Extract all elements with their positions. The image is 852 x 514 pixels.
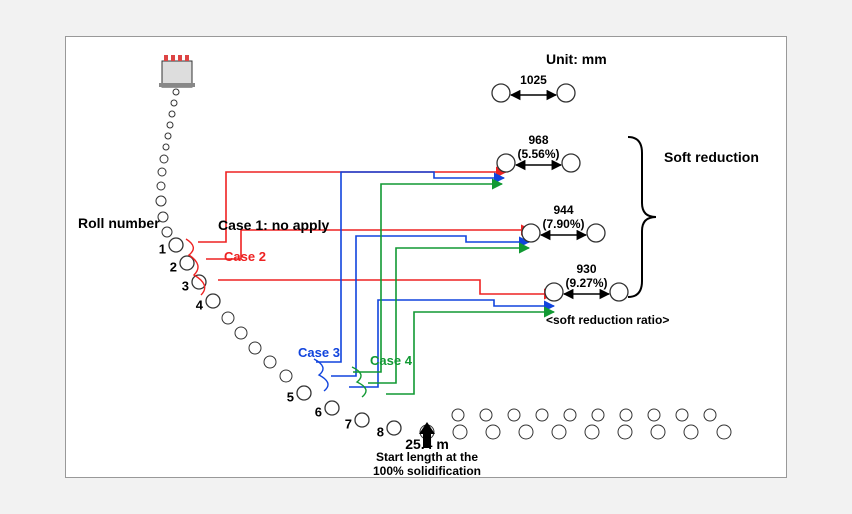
gap-roll-pairs xyxy=(492,84,628,301)
gap-value-gap3: 944 xyxy=(553,203,573,217)
gap-value-gap2: 968 xyxy=(528,133,548,147)
soft-reduction-ratio-label: <soft reduction ratio> xyxy=(546,313,669,327)
gap-value-gap1: 1025 xyxy=(520,73,547,87)
gap-ratio-gap2: (5.56%) xyxy=(517,147,559,161)
roll-number-4: 4 xyxy=(196,298,203,313)
roll-number-5: 5 xyxy=(287,390,294,405)
gap-value-gap4: 930 xyxy=(576,262,596,276)
roll-number-label: Roll number xyxy=(78,215,160,231)
roll-number-2: 2 xyxy=(170,260,177,275)
case3-label: Case 3 xyxy=(298,345,340,360)
case-brackets xyxy=(186,239,366,397)
roll-number-1: 1 xyxy=(159,242,166,257)
numbered-rolls xyxy=(169,238,401,435)
case1-label: Case 1: no apply xyxy=(218,217,329,233)
diagram-canvas xyxy=(66,37,786,477)
roll-number-8: 8 xyxy=(377,425,384,440)
roll-number-3: 3 xyxy=(182,279,189,294)
roll-number-7: 7 xyxy=(345,417,352,432)
case2-arrows xyxy=(198,172,554,294)
case2-label: Case 2 xyxy=(224,249,266,264)
roll-number-6: 6 xyxy=(315,405,322,420)
lower-strand-rolls xyxy=(222,312,731,439)
soft-reduction-label: Soft reduction xyxy=(664,149,759,165)
soft-reduction-brace xyxy=(628,137,656,297)
unit-label: Unit: mm xyxy=(546,51,607,67)
gap-ratio-gap3: (7.90%) xyxy=(542,217,584,231)
mold-icon xyxy=(159,55,195,87)
solidification-caption: Start length at the 100% solidification xyxy=(373,451,481,479)
diagram-frame: Unit: mm Roll number Case 1: no apply Ca… xyxy=(65,36,787,478)
gap-ratio-gap4: (9.27%) xyxy=(565,276,607,290)
case4-label: Case 4 xyxy=(370,353,412,368)
